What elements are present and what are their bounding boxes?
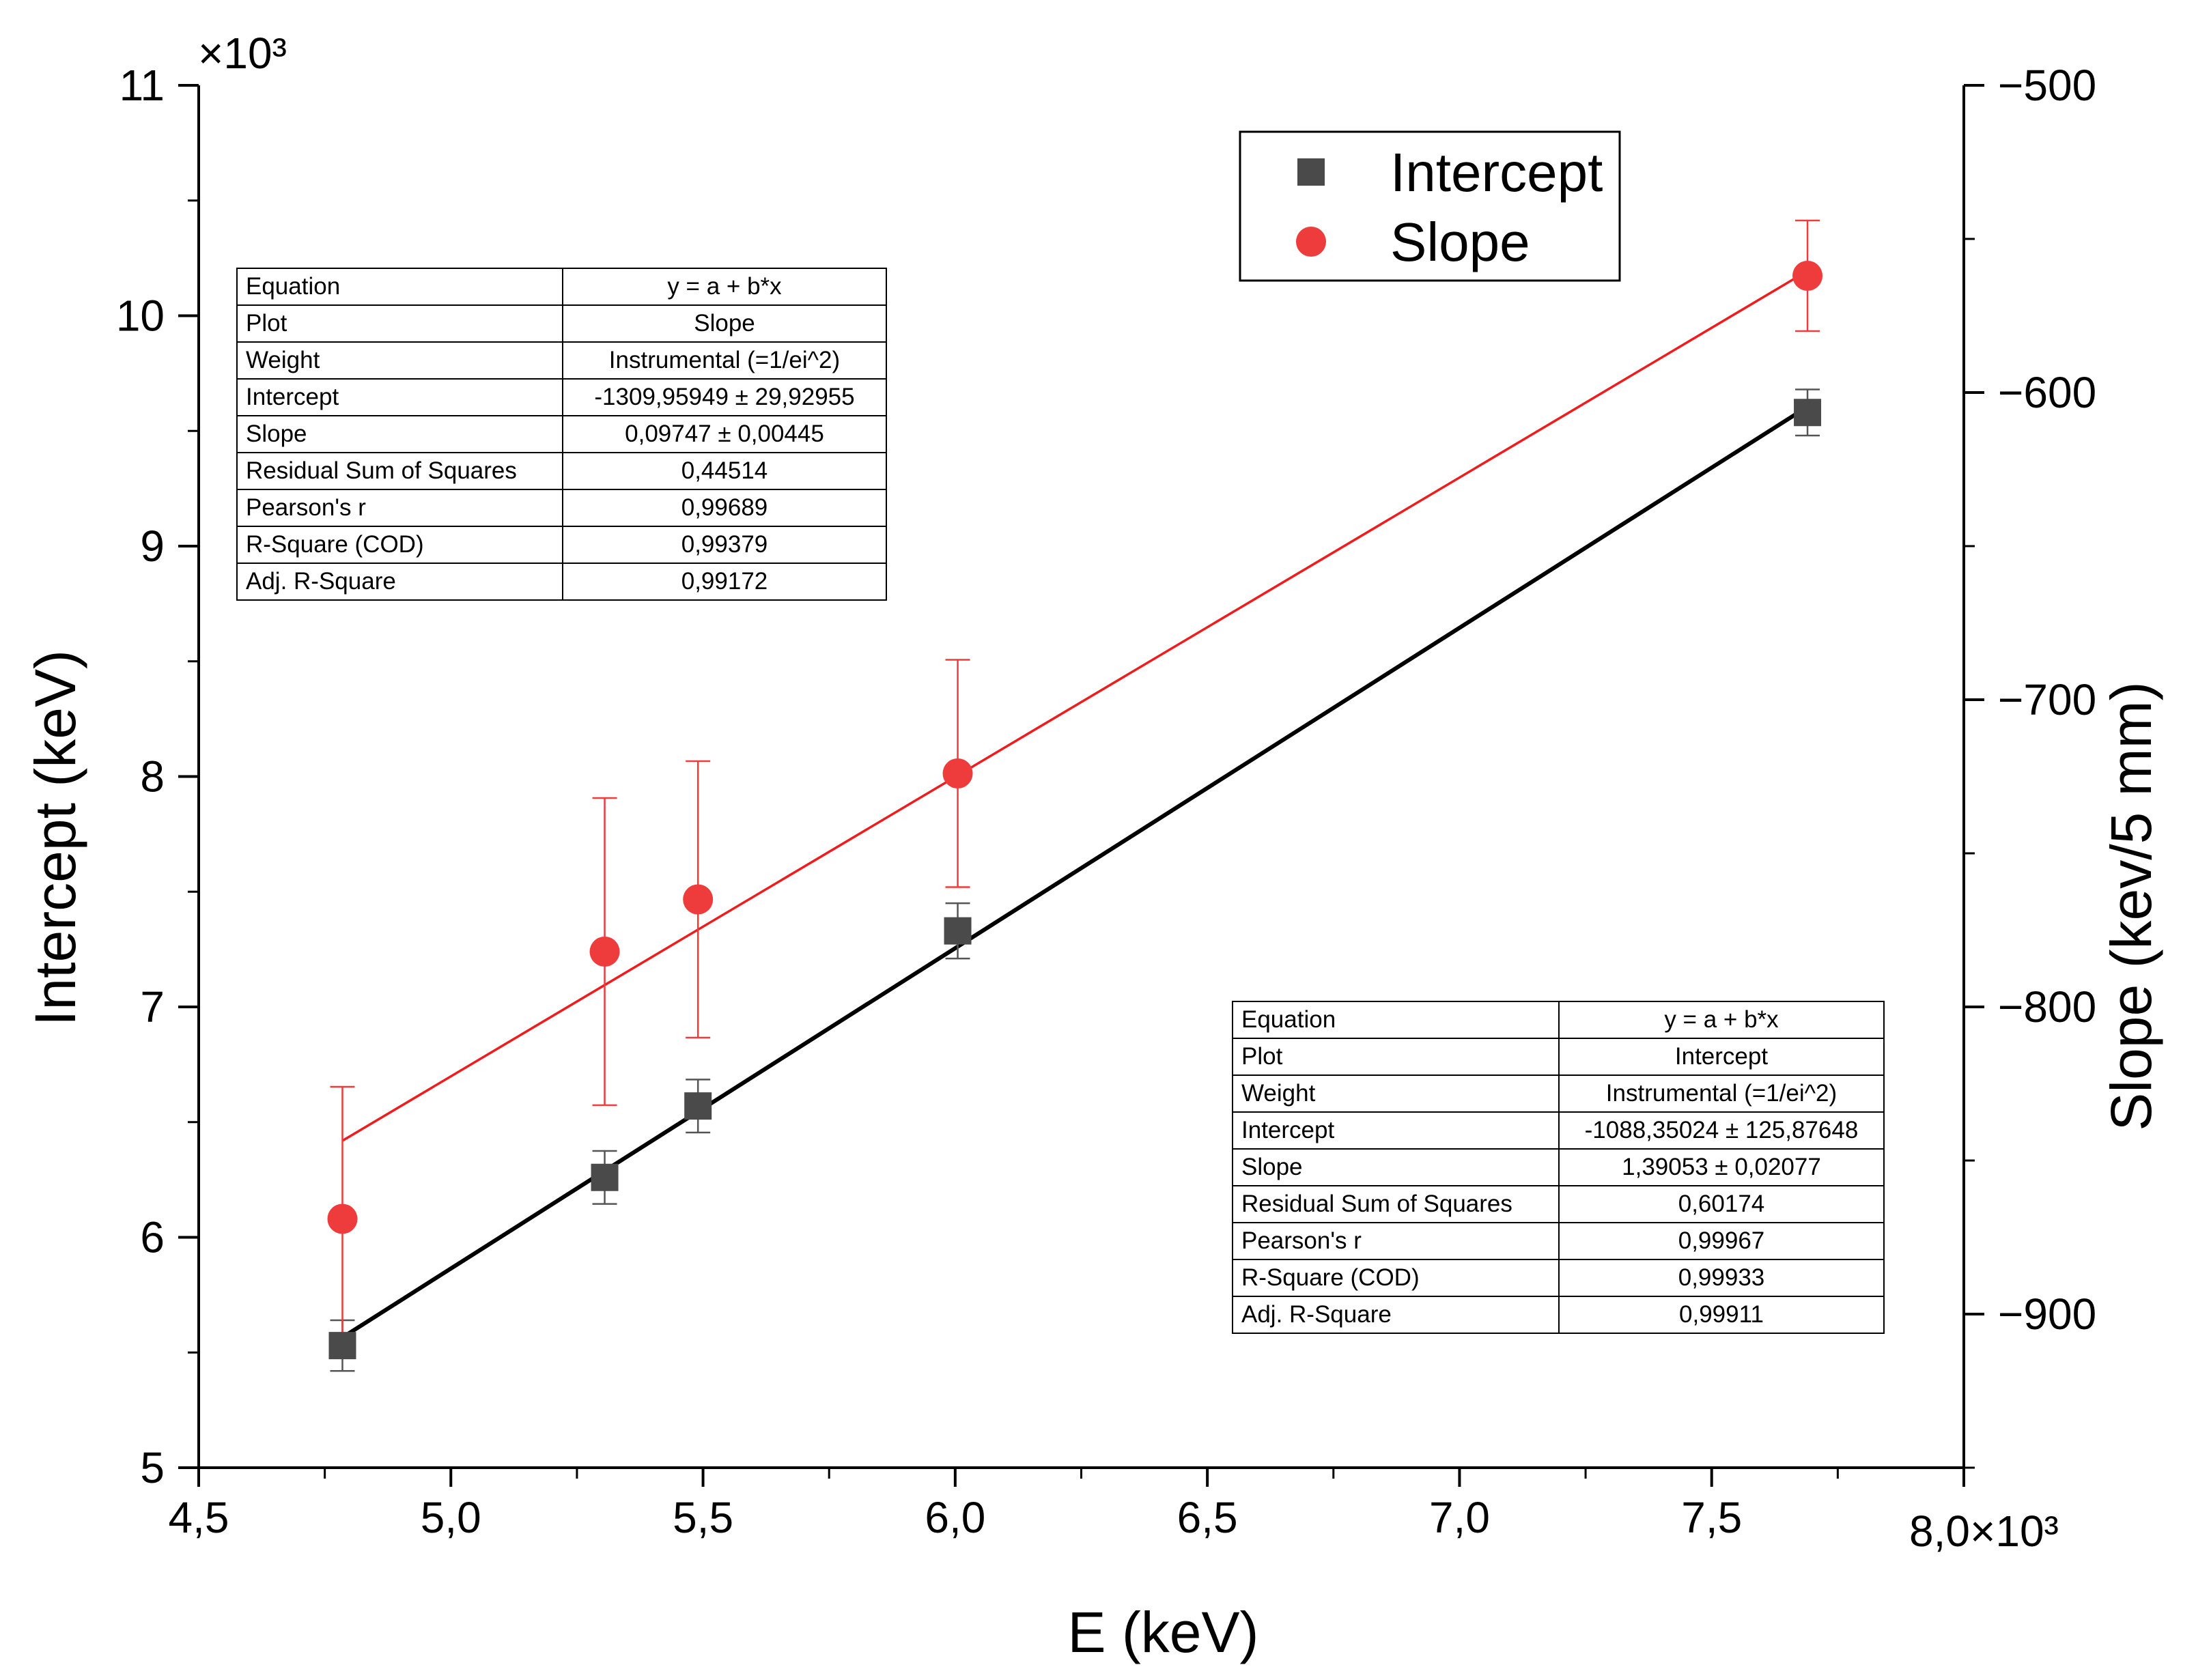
slope-fit-table-label: Plot	[236, 304, 563, 343]
y2-tick-label: −900	[1998, 1290, 2096, 1339]
slope-point	[1792, 261, 1823, 291]
slope-fit-table-value: 0,99172	[562, 563, 887, 601]
y2-tick-label: −500	[1998, 61, 2096, 110]
intercept-fit-table-value: 1,39053 ± 0,02077	[1558, 1148, 1885, 1186]
x-axis-title: E (keV)	[1067, 1600, 1258, 1664]
y2-tick-label: −800	[1998, 982, 2096, 1031]
legend-label-slope: Slope	[1390, 212, 1530, 272]
y-tick-label: 10	[116, 291, 165, 341]
intercept-fit-table-label: Intercept	[1232, 1111, 1560, 1150]
x-axis-multiplier: 8,0×10³	[1909, 1507, 2059, 1556]
slope-fit-table-label: Equation	[236, 268, 563, 306]
slope-fit-table-row: Weight Instrumental (=1/ei^2)	[236, 341, 887, 380]
legend-marker-intercept	[1297, 158, 1325, 186]
intercept-point	[684, 1092, 712, 1120]
intercept-point	[328, 1332, 356, 1360]
intercept-fit-table-row: Adj. R-Square 0,99911	[1232, 1296, 1885, 1334]
x-tick-label: 5,0	[421, 1493, 481, 1542]
y2-tick-label: −600	[1998, 368, 2096, 417]
intercept-fit-table: Equation y = a + b*x Plot Intercept Weight In…	[1232, 1001, 1885, 1334]
fit-line-slope	[341, 270, 1808, 1142]
slope-fit-table-row: Slope 0,09747 ± 0,00445	[236, 415, 887, 453]
intercept-fit-table-label: Pearson's r	[1232, 1222, 1560, 1260]
slope-point	[683, 884, 714, 915]
slope-fit-table-value: Slope	[562, 304, 887, 343]
slope-fit-table-value: 0,09747 ± 0,00445	[562, 415, 887, 453]
intercept-fit-table-value: Intercept	[1558, 1038, 1885, 1076]
intercept-fit-table-row: Slope 1,39053 ± 0,02077	[1232, 1148, 1885, 1186]
intercept-fit-table-row: Plot Intercept	[1232, 1038, 1885, 1076]
y-tick-label: 6	[140, 1213, 165, 1262]
fit-line-intercept	[341, 405, 1809, 1339]
intercept-fit-table-label: Equation	[1232, 1001, 1560, 1039]
y-tick-label: 7	[140, 982, 165, 1031]
intercept-fit-table-value: 0,99933	[1558, 1259, 1885, 1297]
intercept-point	[591, 1163, 619, 1191]
intercept-point	[944, 917, 972, 945]
slope-fit-table-label: Intercept	[236, 378, 563, 416]
slope-fit-table: Equation y = a + b*x Plot Slope Weight Instru…	[236, 268, 887, 601]
y-tick-label: 9	[140, 522, 165, 571]
slope-fit-table-row: Plot Slope	[236, 304, 887, 343]
intercept-fit-table-value: Instrumental (=1/ei^2)	[1558, 1074, 1885, 1113]
slope-fit-table-row: Residual Sum of Squares 0,44514	[236, 452, 887, 490]
intercept-fit-table-row: Intercept -1088,35024 ± 125,87648	[1232, 1111, 1885, 1150]
slope-fit-table-value: 0,99689	[562, 489, 887, 527]
legend-label-intercept: Intercept	[1390, 142, 1603, 203]
intercept-fit-table-row: Residual Sum of Squares 0,60174	[1232, 1185, 1885, 1223]
slope-fit-table-value: Instrumental (=1/ei^2)	[562, 341, 887, 380]
slope-fit-table-row: Adj. R-Square 0,99172	[236, 563, 887, 601]
slope-fit-table-row: Pearson's r 0,99689	[236, 489, 887, 527]
y-axis-title: Intercept (keV)	[23, 650, 87, 1026]
slope-point	[589, 937, 620, 967]
intercept-fit-table-row: Pearson's r 0,99967	[1232, 1222, 1885, 1260]
intercept-fit-table-label: Weight	[1232, 1074, 1560, 1113]
intercept-fit-table-value: 0,60174	[1558, 1185, 1885, 1223]
y-tick-label: 8	[140, 752, 165, 801]
y2-tick-label: −700	[1998, 675, 2096, 724]
slope-fit-table-label: Residual Sum of Squares	[236, 452, 563, 490]
slope-fit-table-row: Equation y = a + b*x	[236, 268, 887, 306]
slope-point	[327, 1204, 358, 1234]
intercept-fit-table-value: y = a + b*x	[1558, 1001, 1885, 1039]
legend-marker-slope	[1296, 227, 1326, 257]
intercept-fit-table-row: Weight Instrumental (=1/ei^2)	[1232, 1074, 1885, 1113]
slope-fit-table-value: 0,44514	[562, 452, 887, 490]
slope-point	[942, 758, 973, 788]
intercept-fit-table-value: -1088,35024 ± 125,87648	[1558, 1111, 1885, 1150]
y-tick-label: 11	[119, 61, 165, 110]
x-tick-label: 5,5	[673, 1493, 733, 1542]
slope-fit-table-value: y = a + b*x	[562, 268, 887, 306]
slope-fit-table-label: Slope	[236, 415, 563, 453]
slope-fit-table-row: Intercept -1309,95949 ± 29,92955	[236, 378, 887, 416]
x-tick-label: 6,0	[925, 1493, 985, 1542]
intercept-fit-table-value: 0,99911	[1558, 1296, 1885, 1334]
y-tick-label: 5	[140, 1443, 165, 1492]
y-axis-multiplier: ×10³	[198, 29, 287, 78]
y2-axis-title: Slope (kev/5 mm)	[2099, 681, 2163, 1130]
intercept-fit-table-label: R-Square (COD)	[1232, 1259, 1560, 1297]
intercept-fit-table-label: Residual Sum of Squares	[1232, 1185, 1560, 1223]
intercept-point	[1794, 399, 1822, 427]
intercept-fit-table-label: Adj. R-Square	[1232, 1296, 1560, 1334]
intercept-fit-table-row: R-Square (COD) 0,99933	[1232, 1259, 1885, 1297]
x-tick-label: 4,5	[169, 1493, 229, 1542]
x-tick-label: 7,0	[1429, 1493, 1490, 1542]
x-tick-label: 7,5	[1681, 1493, 1742, 1542]
slope-fit-table-label: Adj. R-Square	[236, 563, 563, 601]
intercept-fit-table-value: 0,99967	[1558, 1222, 1885, 1260]
legend-box	[1239, 130, 1621, 282]
slope-fit-table-value: -1309,95949 ± 29,92955	[562, 378, 887, 416]
intercept-fit-table-row: Equation y = a + b*x	[1232, 1001, 1885, 1039]
intercept-fit-table-label: Plot	[1232, 1038, 1560, 1076]
slope-fit-table-row: R-Square (COD) 0,99379	[236, 526, 887, 564]
slope-fit-table-label: R-Square (COD)	[236, 526, 563, 564]
intercept-fit-table-label: Slope	[1232, 1148, 1560, 1186]
slope-fit-table-value: 0,99379	[562, 526, 887, 564]
slope-fit-table-label: Pearson's r	[236, 489, 563, 527]
slope-fit-table-label: Weight	[236, 341, 563, 380]
x-tick-label: 6,5	[1177, 1493, 1238, 1542]
